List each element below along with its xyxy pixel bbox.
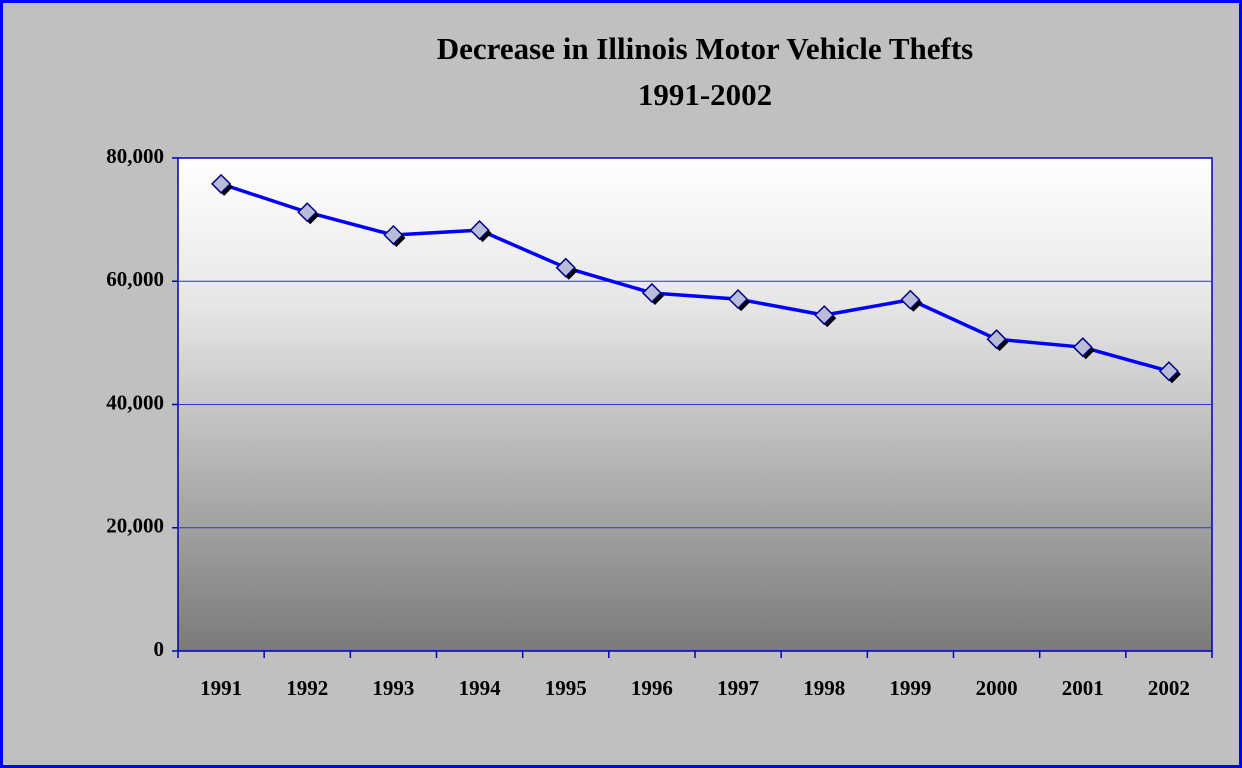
x-tick-label: 1998 xyxy=(803,676,845,700)
y-tick-label: 80,000 xyxy=(106,144,164,168)
marker xyxy=(1158,361,1179,382)
x-tick-label: 1996 xyxy=(631,676,673,700)
y-tick-label: 60,000 xyxy=(106,267,164,291)
marker xyxy=(555,257,576,278)
marker xyxy=(814,305,835,326)
x-tick-label: 1995 xyxy=(545,676,587,700)
x-tick-label: 1992 xyxy=(286,676,328,700)
x-tick-label: 1991 xyxy=(200,676,242,700)
x-tick-label: 1999 xyxy=(889,676,931,700)
y-tick-label: 20,000 xyxy=(106,514,164,538)
marker xyxy=(1072,337,1093,358)
y-tick-label: 0 xyxy=(154,637,165,661)
x-tick-label: 2000 xyxy=(976,676,1018,700)
chart-title: Decrease in Illinois Motor Vehicle Theft… xyxy=(437,31,973,66)
x-tick-label: 2002 xyxy=(1148,676,1190,700)
marker xyxy=(469,220,490,241)
chart-subtitle: 1991-2002 xyxy=(638,77,772,112)
x-tick-label: 2001 xyxy=(1062,676,1104,700)
line-series xyxy=(220,182,1170,373)
marker xyxy=(383,224,404,246)
marker xyxy=(641,282,662,304)
y-tick-label: 40,000 xyxy=(106,390,164,414)
marker xyxy=(211,173,232,194)
marker xyxy=(986,329,1007,350)
x-tick-label: 1997 xyxy=(717,676,759,700)
marker xyxy=(900,289,921,310)
x-tick-label: 1993 xyxy=(372,676,414,700)
x-tick-label: 1994 xyxy=(459,676,502,700)
marker xyxy=(728,289,749,310)
marker xyxy=(297,202,318,223)
